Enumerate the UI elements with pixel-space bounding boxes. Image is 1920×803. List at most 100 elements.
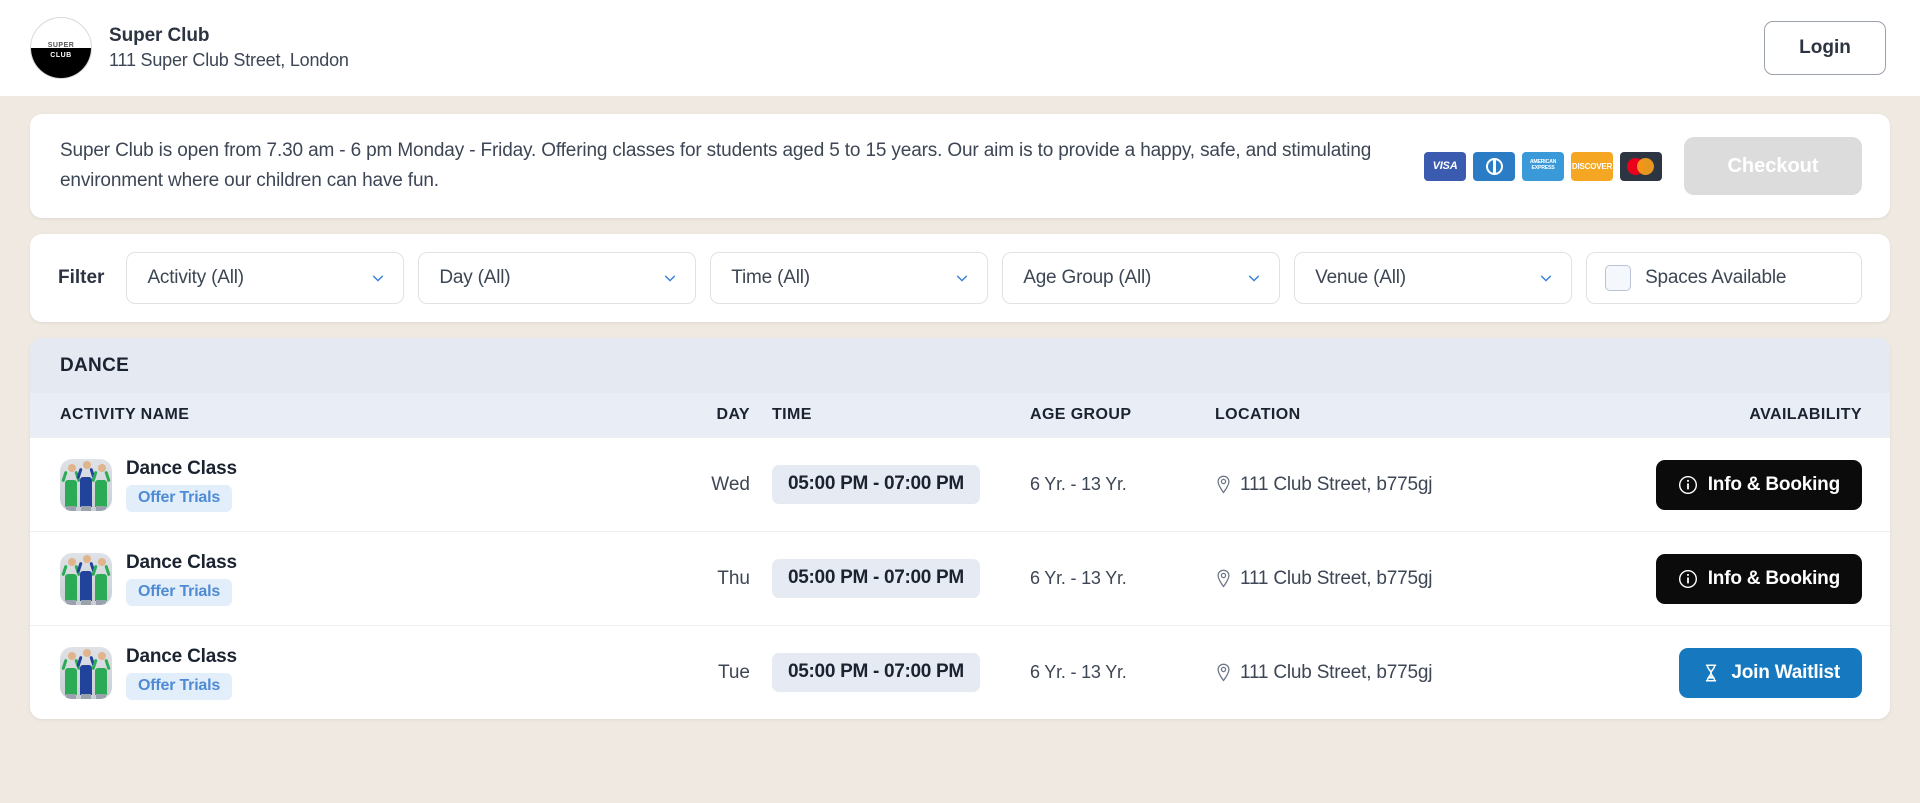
thumbnail-child bbox=[61, 463, 81, 511]
chevron-down-icon bbox=[373, 275, 384, 282]
hourglass-icon bbox=[1706, 663, 1717, 682]
logo-bottom-text: CLUB bbox=[50, 52, 72, 59]
activity-name-wrap: Dance Class Offer Trials bbox=[126, 646, 237, 700]
thumbnail-child bbox=[91, 651, 111, 699]
logo-top-text: SUPER bbox=[47, 42, 75, 49]
table-row: Dance Class Offer Trials Thu 05:00 PM - … bbox=[30, 531, 1890, 625]
activity-thumbnail bbox=[60, 646, 112, 699]
location-cell: 111 Club Street, b775gj bbox=[1215, 474, 1604, 496]
thumbnail-child bbox=[76, 648, 96, 699]
activity-name-cell: Dance Class Offer Trials bbox=[60, 458, 662, 512]
age-group-cell: 6 Yr. - 13 Yr. bbox=[1030, 662, 1127, 682]
diners-ring bbox=[1485, 157, 1503, 175]
filter-age-group-dropdown[interactable]: Age Group (All) bbox=[1002, 252, 1281, 304]
map-pin-icon bbox=[1217, 663, 1230, 682]
filter-activity-value: Activity (All) bbox=[147, 267, 244, 288]
column-header-availability: AVAILABILITY bbox=[1749, 406, 1862, 423]
time-badge: 05:00 PM - 07:00 PM bbox=[772, 653, 980, 692]
location-text: 111 Club Street, b775gj bbox=[1240, 661, 1433, 683]
column-header-age-group: AGE GROUP bbox=[1030, 406, 1132, 423]
activity-name-wrap: Dance Class Offer Trials bbox=[126, 458, 237, 512]
filter-day-dropdown[interactable]: Day (All) bbox=[418, 252, 697, 304]
info-banner: Super Club is open from 7.30 am - 6 pm M… bbox=[30, 114, 1890, 218]
page-body: Super Club is open from 7.30 am - 6 pm M… bbox=[0, 96, 1920, 719]
availability-cell: Info & Booking bbox=[1604, 459, 1862, 510]
info-and-booking-button[interactable]: Info & Booking bbox=[1655, 553, 1862, 604]
table-column-headers: ACTIVITY NAME DAY TIME AGE GROUP LOCATIO… bbox=[30, 393, 1890, 437]
day-cell: Thu bbox=[717, 567, 750, 589]
location-cell: 111 Club Street, b775gj bbox=[1215, 568, 1604, 590]
chevron-down-icon bbox=[1540, 275, 1552, 282]
thumbnail-child bbox=[76, 460, 96, 511]
filter-bar: Filter Activity (All) Day (All) Time (Al… bbox=[30, 234, 1890, 322]
filter-time-value: Time (All) bbox=[731, 267, 810, 288]
map-pin-icon bbox=[1217, 475, 1230, 494]
map-pin-icon bbox=[1217, 569, 1230, 588]
spaces-available-filter[interactable]: Spaces Available bbox=[1586, 252, 1862, 304]
info-circle-icon bbox=[1678, 475, 1697, 494]
location-cell: 111 Club Street, b775gj bbox=[1215, 662, 1604, 684]
opening-hours-text: Super Club is open from 7.30 am - 6 pm M… bbox=[60, 140, 1372, 191]
time-cell: 05:00 PM - 07:00 PM bbox=[772, 559, 1030, 598]
column-header-time: TIME bbox=[772, 406, 812, 423]
day-cell: Wed bbox=[711, 473, 750, 495]
checkout-button[interactable]: Checkout bbox=[1684, 137, 1862, 195]
time-badge: 05:00 PM - 07:00 PM bbox=[772, 465, 980, 504]
table-row: Dance Class Offer Trials Tue 05:00 PM - … bbox=[30, 625, 1890, 719]
american-express-card-icon: AMERICAN EXPRESS bbox=[1522, 151, 1564, 181]
logo-bottom-half bbox=[31, 48, 91, 78]
activities-table: DANCE ACTIVITY NAME DAY TIME AGE GROUP L… bbox=[30, 338, 1890, 719]
club-logo-icon: SUPER CLUB bbox=[30, 17, 92, 79]
club-name: Super Club bbox=[109, 25, 210, 47]
thumbnail-child bbox=[91, 463, 111, 511]
table-row: Dance Class Offer Trials Wed 05:00 PM - … bbox=[30, 437, 1890, 531]
column-header-activity-name: ACTIVITY NAME bbox=[60, 406, 190, 423]
club-address: 111 Super Club Street, London bbox=[109, 49, 349, 70]
filter-time-dropdown[interactable]: Time (All) bbox=[710, 252, 989, 304]
age-group-cell: 6 Yr. - 13 Yr. bbox=[1030, 568, 1127, 588]
brand: SUPER CLUB Super Club 111 Super Club Str… bbox=[30, 17, 349, 79]
activity-name-cell: Dance Class Offer Trials bbox=[60, 552, 662, 606]
offer-trials-badge: Offer Trials bbox=[126, 672, 233, 700]
location-text: 111 Club Street, b775gj bbox=[1240, 567, 1433, 589]
availability-cell: Join Waitlist bbox=[1604, 647, 1862, 698]
time-badge: 05:00 PM - 07:00 PM bbox=[772, 559, 980, 598]
info-and-booking-label: Info & Booking bbox=[1707, 473, 1840, 495]
login-button[interactable]: Login bbox=[1764, 21, 1886, 75]
site-header: SUPER CLUB Super Club 111 Super Club Str… bbox=[0, 0, 1920, 96]
activity-thumbnail bbox=[60, 458, 112, 511]
spaces-available-label: Spaces Available bbox=[1645, 267, 1787, 288]
thumbnail-child bbox=[76, 554, 96, 605]
activity-name: Dance Class bbox=[126, 645, 237, 667]
availability-cell: Info & Booking bbox=[1604, 553, 1862, 604]
activity-name-wrap: Dance Class Offer Trials bbox=[126, 552, 237, 606]
activity-thumbnail bbox=[60, 552, 112, 605]
thumbnail-child bbox=[61, 557, 81, 605]
location-text: 111 Club Street, b775gj bbox=[1240, 473, 1433, 495]
info-and-booking-label: Info & Booking bbox=[1707, 567, 1840, 589]
filter-age-group-value: Age Group (All) bbox=[1023, 267, 1152, 288]
chevron-down-icon bbox=[957, 275, 968, 282]
visa-card-icon: VISA bbox=[1424, 151, 1466, 181]
column-header-location: LOCATION bbox=[1215, 406, 1301, 423]
join-waitlist-button[interactable]: Join Waitlist bbox=[1679, 647, 1862, 698]
discover-card-icon: DISCOVER bbox=[1571, 151, 1613, 181]
filter-venue-dropdown[interactable]: Venue (All) bbox=[1294, 252, 1573, 304]
time-cell: 05:00 PM - 07:00 PM bbox=[772, 653, 1030, 692]
filter-label: Filter bbox=[58, 267, 105, 288]
group-header-dance: DANCE bbox=[30, 338, 1890, 393]
diners-club-card-icon bbox=[1473, 151, 1515, 181]
filter-venue-value: Venue (All) bbox=[1315, 267, 1406, 288]
spaces-available-checkbox[interactable] bbox=[1605, 265, 1632, 291]
info-and-booking-button[interactable]: Info & Booking bbox=[1655, 459, 1862, 510]
offer-trials-badge: Offer Trials bbox=[126, 484, 233, 512]
mastercard-right-circle bbox=[1637, 157, 1654, 175]
activity-name: Dance Class bbox=[126, 551, 237, 573]
age-group-cell: 6 Yr. - 13 Yr. bbox=[1030, 474, 1127, 494]
brand-text: Super Club 111 Super Club Street, London bbox=[109, 24, 349, 71]
time-cell: 05:00 PM - 07:00 PM bbox=[772, 465, 1030, 504]
filter-activity-dropdown[interactable]: Activity (All) bbox=[126, 252, 405, 304]
info-circle-icon bbox=[1678, 569, 1697, 588]
day-cell: Tue bbox=[717, 661, 750, 683]
activity-name: Dance Class bbox=[126, 457, 237, 479]
